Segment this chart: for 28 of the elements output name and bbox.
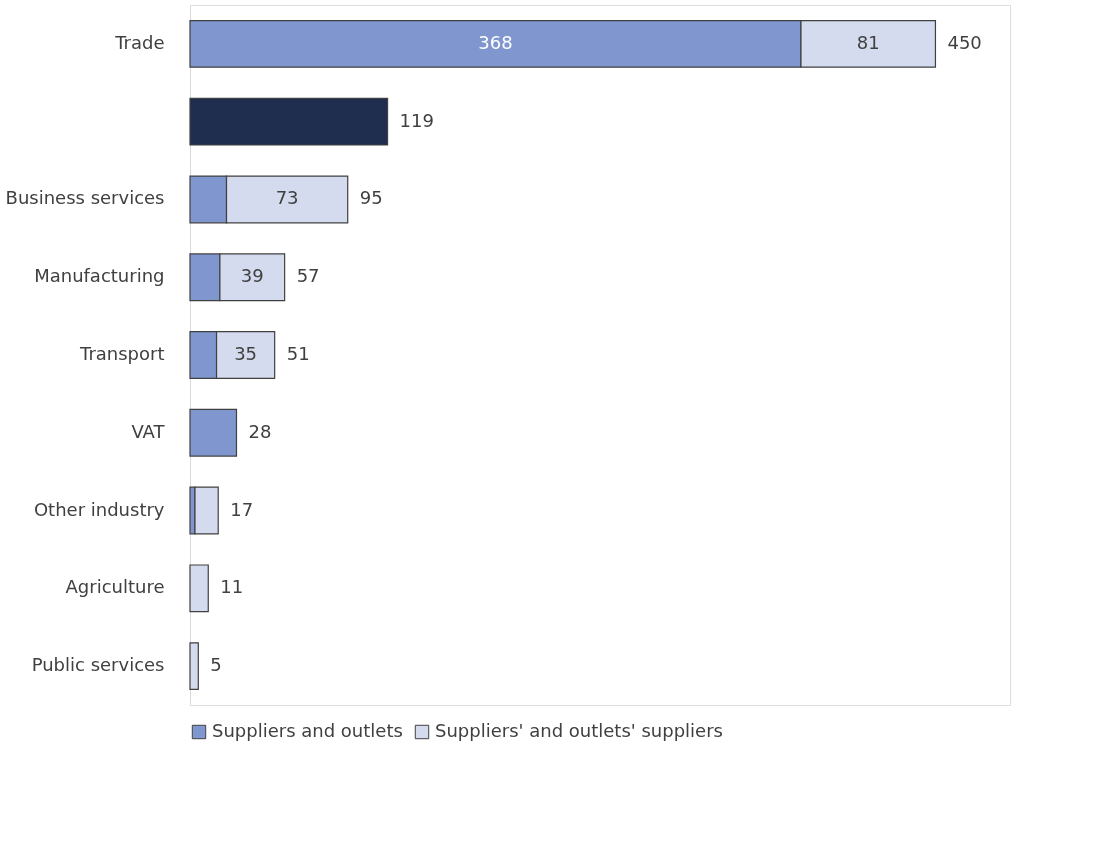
y-tick-label: VAT — [131, 420, 166, 442]
y-tick-label: Trade — [114, 31, 165, 53]
total-label: 51 — [286, 343, 310, 364]
total-label: 57 — [296, 265, 320, 287]
y-tick-label: Transport — [79, 343, 165, 364]
total-label: 95 — [359, 187, 383, 209]
data-label: 35 — [234, 343, 258, 364]
bar — [189, 564, 209, 613]
bar — [189, 97, 389, 146]
total-label: 11 — [220, 576, 244, 598]
legend-label: Suppliers' and outlets' suppliers — [435, 720, 723, 741]
y-tick-label: Manufacturing — [34, 265, 165, 287]
y-tick-label: Agriculture — [65, 576, 165, 598]
total-label: 119 — [399, 109, 434, 131]
y-tick-label: Other industry — [33, 498, 165, 520]
total-label: 28 — [248, 420, 272, 442]
data-label: 81 — [856, 31, 880, 53]
bar — [189, 642, 199, 691]
data-label: 368 — [478, 31, 513, 53]
bar — [189, 408, 238, 457]
total-label: 5 — [210, 654, 222, 676]
total-label: 17 — [230, 498, 254, 520]
data-label: 73 — [275, 187, 299, 209]
legend-label: Suppliers and outlets — [212, 720, 403, 741]
total-label: 450 — [947, 31, 982, 53]
data-label: 39 — [240, 265, 264, 287]
y-tick-label: Public services — [31, 654, 165, 676]
y-tick-label: Business services — [5, 187, 165, 209]
